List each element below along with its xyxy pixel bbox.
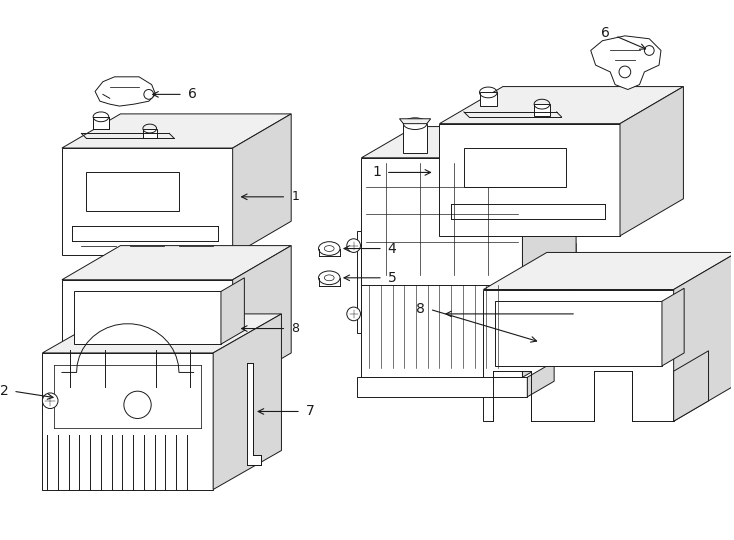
Polygon shape	[674, 252, 734, 421]
Polygon shape	[73, 292, 221, 344]
Polygon shape	[361, 244, 576, 275]
Polygon shape	[662, 288, 684, 366]
Text: 8: 8	[291, 322, 299, 335]
Polygon shape	[440, 86, 683, 124]
Polygon shape	[361, 275, 523, 377]
Text: 5: 5	[388, 271, 396, 285]
Circle shape	[619, 66, 631, 78]
Polygon shape	[484, 252, 734, 289]
Polygon shape	[527, 362, 554, 397]
Polygon shape	[674, 351, 708, 421]
Polygon shape	[87, 172, 179, 212]
Text: 3: 3	[581, 307, 589, 321]
Text: 2: 2	[0, 384, 8, 398]
Text: 1: 1	[372, 165, 381, 179]
Polygon shape	[233, 114, 291, 255]
Polygon shape	[62, 148, 233, 255]
Circle shape	[124, 391, 151, 418]
Polygon shape	[620, 86, 683, 236]
Polygon shape	[62, 246, 291, 280]
Polygon shape	[357, 377, 527, 397]
Polygon shape	[479, 92, 497, 106]
Polygon shape	[43, 353, 213, 490]
Polygon shape	[233, 329, 268, 387]
Polygon shape	[93, 117, 109, 129]
Circle shape	[43, 393, 58, 409]
Polygon shape	[404, 124, 426, 153]
Polygon shape	[43, 314, 281, 353]
Ellipse shape	[324, 246, 334, 252]
Ellipse shape	[404, 118, 426, 130]
Polygon shape	[523, 126, 576, 285]
Ellipse shape	[324, 275, 334, 281]
Polygon shape	[361, 126, 576, 158]
Text: 8: 8	[416, 302, 425, 316]
Polygon shape	[221, 278, 244, 344]
Polygon shape	[213, 314, 281, 490]
Circle shape	[346, 307, 360, 321]
Text: 6: 6	[601, 26, 610, 40]
Polygon shape	[357, 231, 361, 333]
Polygon shape	[95, 77, 156, 106]
Circle shape	[644, 45, 654, 56]
Polygon shape	[591, 36, 661, 90]
Polygon shape	[464, 148, 567, 187]
Text: 1: 1	[291, 190, 299, 204]
Polygon shape	[523, 244, 576, 377]
Polygon shape	[399, 119, 431, 124]
Ellipse shape	[319, 242, 340, 255]
Polygon shape	[247, 363, 261, 465]
Circle shape	[144, 90, 153, 99]
Text: 6: 6	[188, 87, 197, 102]
Polygon shape	[440, 124, 620, 236]
Polygon shape	[534, 104, 550, 116]
Text: 4: 4	[388, 241, 396, 255]
Text: 7: 7	[306, 404, 315, 418]
Circle shape	[346, 239, 360, 252]
Polygon shape	[62, 280, 233, 387]
Polygon shape	[233, 246, 291, 387]
Polygon shape	[143, 129, 156, 138]
Polygon shape	[495, 301, 662, 366]
Polygon shape	[62, 114, 291, 148]
Ellipse shape	[319, 271, 340, 285]
Polygon shape	[484, 289, 674, 421]
Polygon shape	[361, 158, 523, 285]
